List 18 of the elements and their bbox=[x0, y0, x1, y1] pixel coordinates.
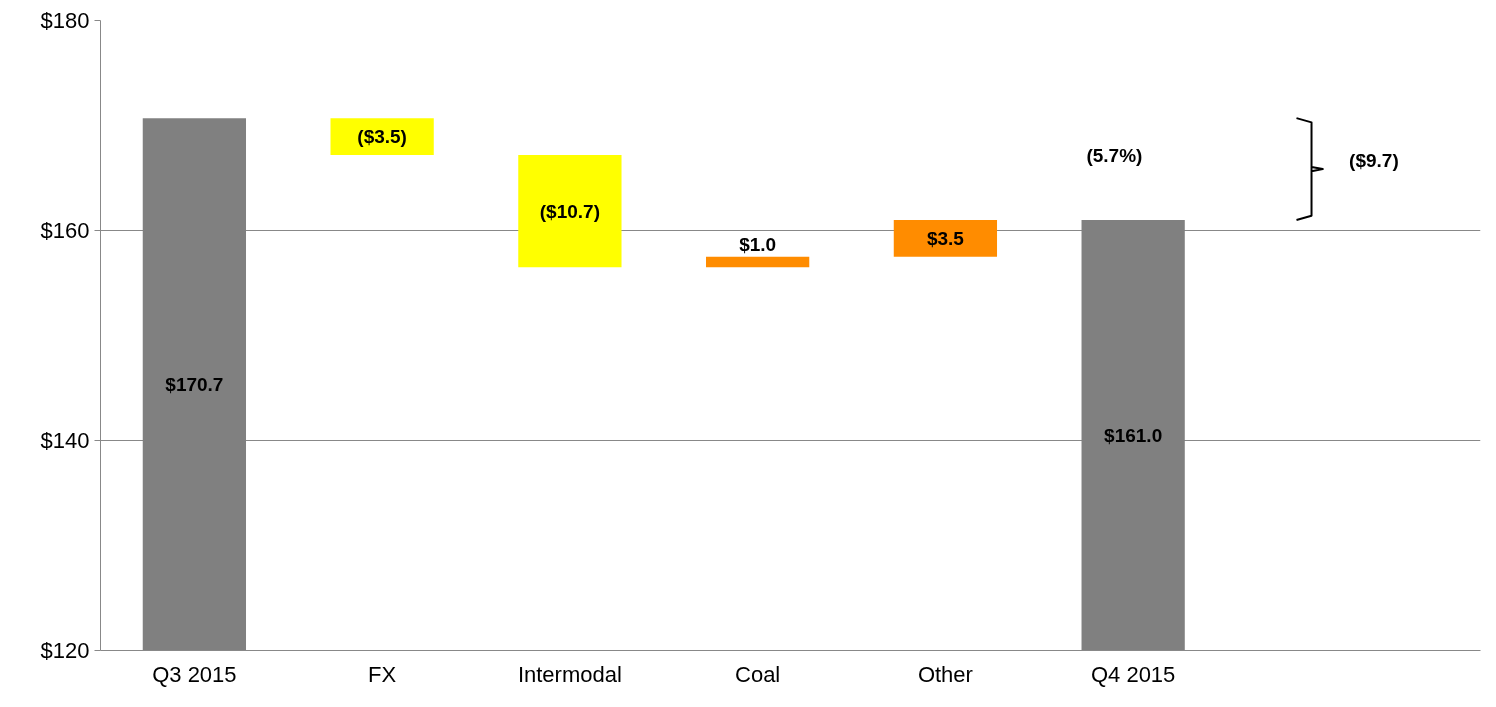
x-tick-label: FX bbox=[368, 661, 397, 687]
x-tick-label: Other bbox=[917, 661, 973, 687]
y-tick-label: $120 bbox=[40, 638, 90, 663]
data-label: $3.5 bbox=[926, 227, 965, 249]
annotation: (5.7%) bbox=[1086, 144, 1143, 166]
x-tick-label: Coal bbox=[735, 661, 781, 687]
data-label: $1.0 bbox=[739, 233, 777, 255]
y-tick-label: $140 bbox=[40, 428, 90, 453]
x-tick-label: Q4 2015 bbox=[1090, 661, 1176, 687]
x-tick-label: Q3 2015 bbox=[152, 661, 237, 687]
y-tick-label: $180 bbox=[40, 8, 90, 33]
data-label: $170.7 bbox=[165, 373, 224, 395]
y-tick-label: $160 bbox=[40, 218, 90, 243]
data-label: $161.0 bbox=[1104, 424, 1163, 446]
data-label: ($10.7) bbox=[539, 200, 600, 222]
data-label: ($3.5) bbox=[357, 126, 407, 148]
text: ($9.7) bbox=[1349, 150, 1399, 172]
x-tick-label: Intermodal bbox=[517, 661, 622, 687]
